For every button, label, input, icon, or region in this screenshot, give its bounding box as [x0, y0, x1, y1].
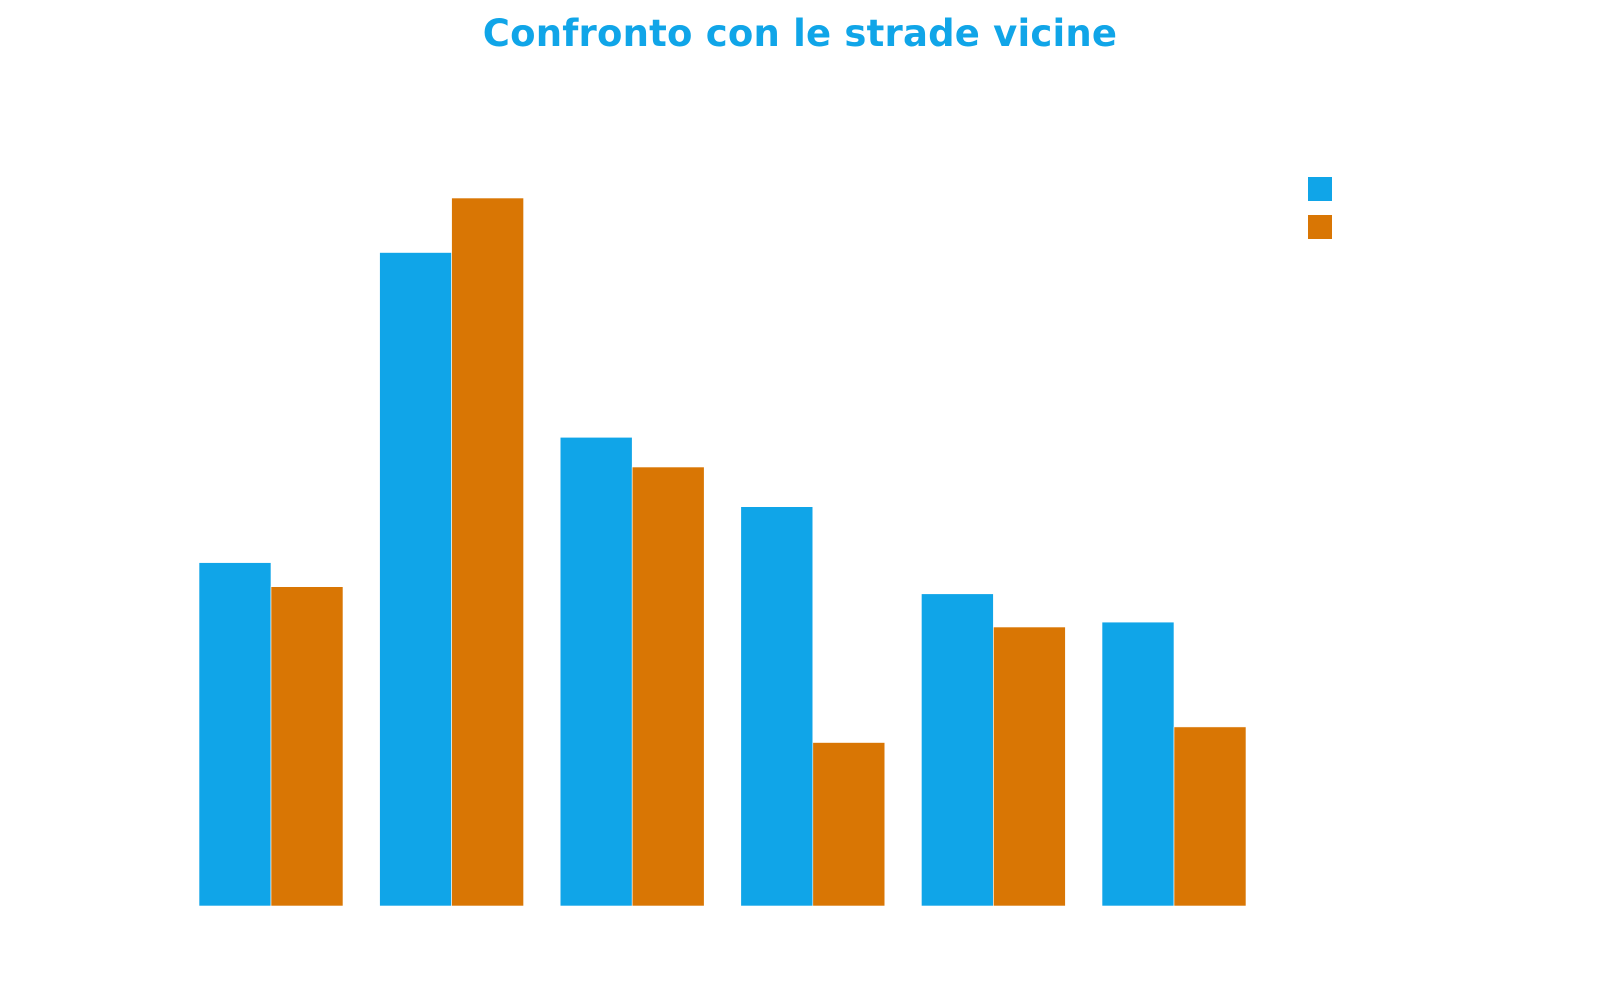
bar-series-2-cat-4: [812, 742, 886, 907]
bar-series-2-cat-2: [451, 197, 524, 907]
legend-item-series-1: [1308, 177, 1342, 201]
legend-item-series-2: [1308, 215, 1342, 239]
legend-swatch-series-2: [1308, 215, 1332, 239]
bar-series-1-cat-1: [198, 562, 272, 907]
bar-series-2-cat-3: [631, 466, 705, 907]
bar-series-1-cat-4: [740, 506, 814, 907]
bars-group: [198, 197, 1247, 907]
bar-series-2-cat-1: [270, 586, 344, 907]
bar-series-1-cat-3: [559, 436, 633, 907]
bar-series-1-cat-5: [921, 593, 994, 907]
chart-title: Confronto con le strade vicine: [482, 12, 1118, 55]
chart-legend: [1308, 177, 1342, 253]
bar-series-1-cat-6: [1101, 621, 1175, 907]
bar-series-1-cat-2: [379, 252, 452, 907]
legend-swatch-series-1: [1308, 177, 1332, 201]
bar-series-2-cat-6: [1173, 726, 1247, 907]
bar-series-2-cat-5: [993, 626, 1066, 907]
